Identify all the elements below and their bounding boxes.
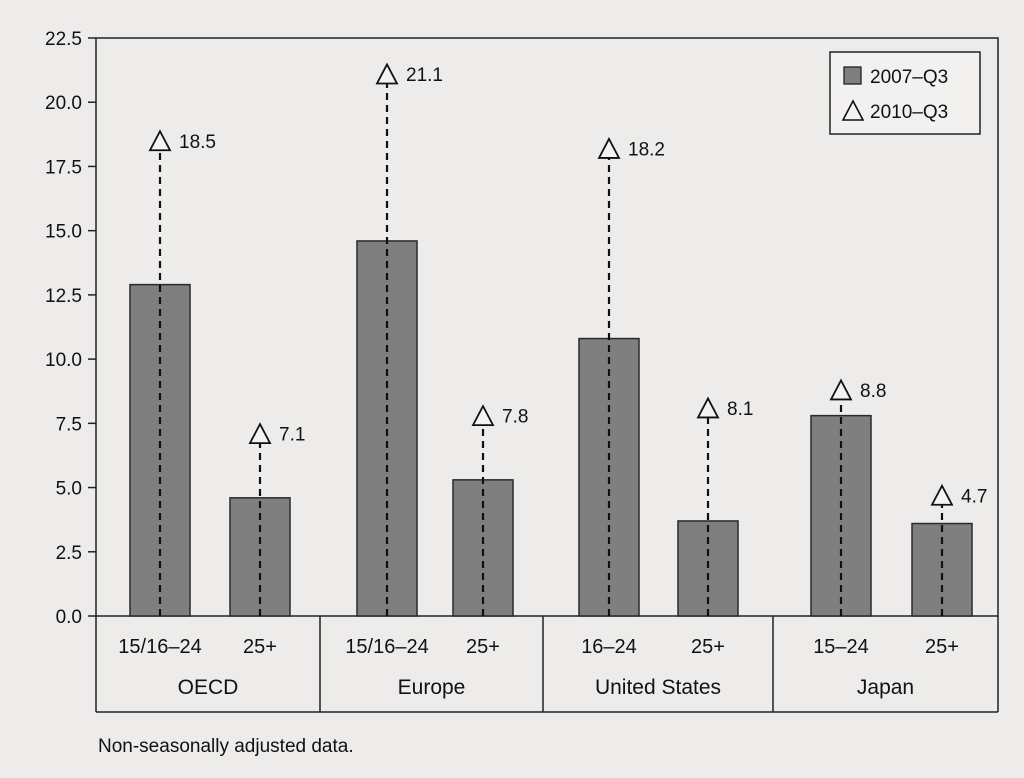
triangle-2010-q3 xyxy=(471,404,495,427)
category-label: 25+ xyxy=(691,636,725,658)
triangle-2010-q3 xyxy=(597,137,621,159)
y-tick-label: 0.0 xyxy=(56,607,82,628)
triangle-2010-q3 xyxy=(148,129,172,152)
category-label: 25+ xyxy=(243,636,277,658)
triangle-2010-q3 xyxy=(248,422,272,445)
y-tick-label: 7.5 xyxy=(56,414,82,435)
y-tick-label: 12.5 xyxy=(45,286,82,307)
category-label: 15/16–24 xyxy=(345,636,428,658)
y-tick-label: 22.5 xyxy=(45,29,82,50)
group-label: OECD xyxy=(178,676,239,699)
bar-2007-q3 xyxy=(452,479,514,617)
triangle-2010-q3 xyxy=(829,378,853,401)
value-label: 8.1 xyxy=(727,399,753,420)
category-label: 15/16–24 xyxy=(118,636,201,658)
value-label: 21.1 xyxy=(406,65,443,86)
category-label: 16–24 xyxy=(581,636,637,658)
group-label: Europe xyxy=(398,676,466,699)
value-label: 18.2 xyxy=(628,139,665,160)
footnote: Non-seasonally adjusted data. xyxy=(98,736,354,757)
group-label: United States xyxy=(595,676,721,699)
value-label: 18.5 xyxy=(179,132,216,153)
y-tick-label: 10.0 xyxy=(45,350,82,371)
y-tick-label: 17.5 xyxy=(45,157,82,178)
value-label: 8.8 xyxy=(860,381,886,402)
value-label: 4.7 xyxy=(961,486,987,507)
y-tick-label: 20.0 xyxy=(45,93,82,114)
value-label: 7.8 xyxy=(502,407,528,428)
category-label: 25+ xyxy=(466,636,500,658)
y-tick-label: 5.0 xyxy=(56,479,82,500)
category-label: 15–24 xyxy=(813,636,869,658)
y-tick-label: 2.5 xyxy=(56,543,82,564)
y-tick-label: 15.0 xyxy=(45,222,82,243)
group-label: Japan xyxy=(857,676,914,699)
triangle-2010-q3 xyxy=(696,396,720,419)
legend-label: 2010–Q3 xyxy=(870,102,948,123)
legend-label: 2007–Q3 xyxy=(870,67,948,88)
value-label: 7.1 xyxy=(279,425,305,446)
triangle-2010-q3 xyxy=(375,62,399,85)
legend-triangle-swatch xyxy=(841,99,865,121)
legend-bar-swatch xyxy=(843,66,862,85)
triangle-2010-q3 xyxy=(930,483,954,506)
category-label: 25+ xyxy=(925,636,959,658)
